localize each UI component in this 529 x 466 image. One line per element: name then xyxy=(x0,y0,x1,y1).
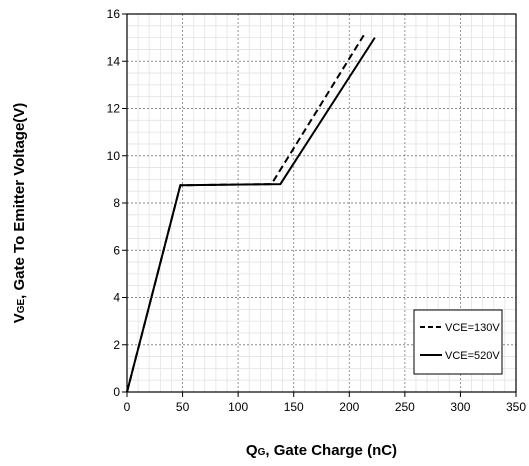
y-tick-label: 4 xyxy=(113,291,120,305)
x-axis-title: QG, Gate Charge (nC) xyxy=(246,442,397,459)
x-tick-labels: 0 50 100 150 200 250 300 350 xyxy=(124,400,527,414)
x-axis-title-rest: , Gate Charge (nC) xyxy=(265,442,397,459)
y-tick-label: 2 xyxy=(113,338,120,352)
y-tick-label: 0 xyxy=(113,385,120,399)
y-tick-label: 6 xyxy=(113,243,120,257)
x-tick-label: 0 xyxy=(124,400,131,414)
series-line-1 xyxy=(126,34,365,393)
legend-label-1: VCE=130V xyxy=(445,322,500,334)
x-tick-label: 150 xyxy=(284,400,304,414)
legend-box xyxy=(413,309,503,375)
y-tick-label: 12 xyxy=(107,102,121,116)
x-tick-label: 300 xyxy=(450,400,470,414)
axis-ticks xyxy=(122,13,517,397)
y-axis-title-sub: GE xyxy=(16,299,27,314)
x-tick-label: 250 xyxy=(395,400,415,414)
y-axis-title: VGE, Gate To Emitter Voltage(V) xyxy=(11,103,28,324)
y-tick-label: 16 xyxy=(107,7,121,21)
x-tick-label: 50 xyxy=(176,400,190,414)
grid-major xyxy=(127,14,516,392)
x-tick-label: 350 xyxy=(506,400,526,414)
x-axis-title-sub: G xyxy=(258,447,266,458)
y-tick-label: 8 xyxy=(113,196,120,210)
y-tick-label: 10 xyxy=(107,149,121,163)
y-tick-labels: 0 2 4 6 8 10 12 14 16 xyxy=(107,7,121,399)
x-tick-label: 100 xyxy=(228,400,248,414)
x-tick-label: 200 xyxy=(339,400,359,414)
x-axis-title-main: Q xyxy=(246,442,258,459)
legend: VCE=130V VCE=520V xyxy=(413,309,503,375)
legend-label-2: VCE=520V xyxy=(445,350,500,362)
series-line-2 xyxy=(126,37,376,393)
y-axis-title-rest: , Gate To Emitter Voltage(V) xyxy=(11,103,28,299)
y-axis-title-main: V xyxy=(11,313,28,323)
y-tick-label: 14 xyxy=(107,54,121,68)
series-layer xyxy=(126,34,376,393)
